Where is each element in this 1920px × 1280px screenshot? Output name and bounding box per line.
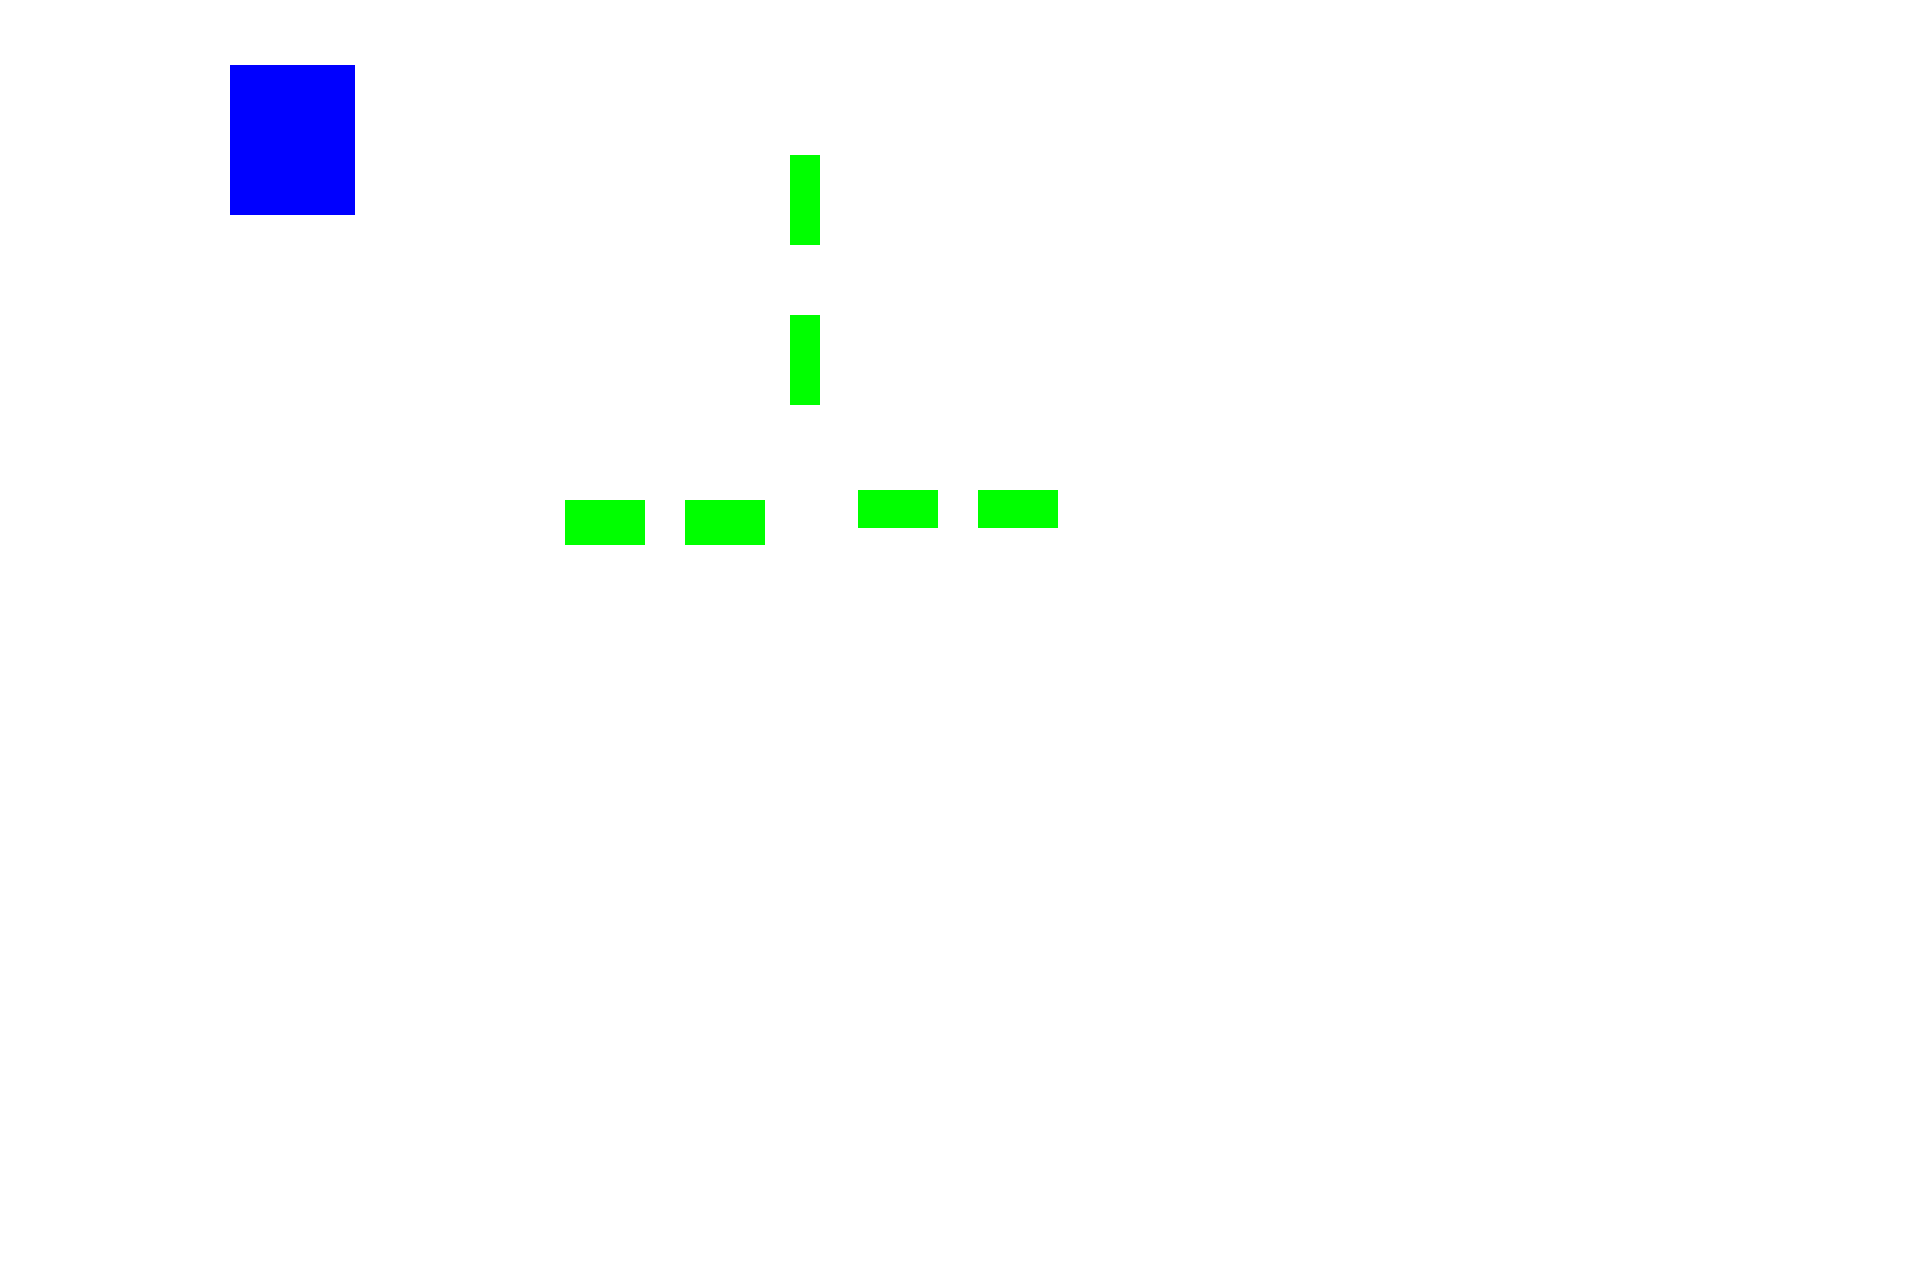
Bar	[789, 155, 820, 244]
Bar	[685, 500, 764, 545]
Bar	[789, 315, 820, 404]
Bar	[858, 490, 939, 527]
Bar	[564, 500, 645, 545]
Bar	[977, 490, 1058, 527]
Bar	[230, 65, 355, 215]
